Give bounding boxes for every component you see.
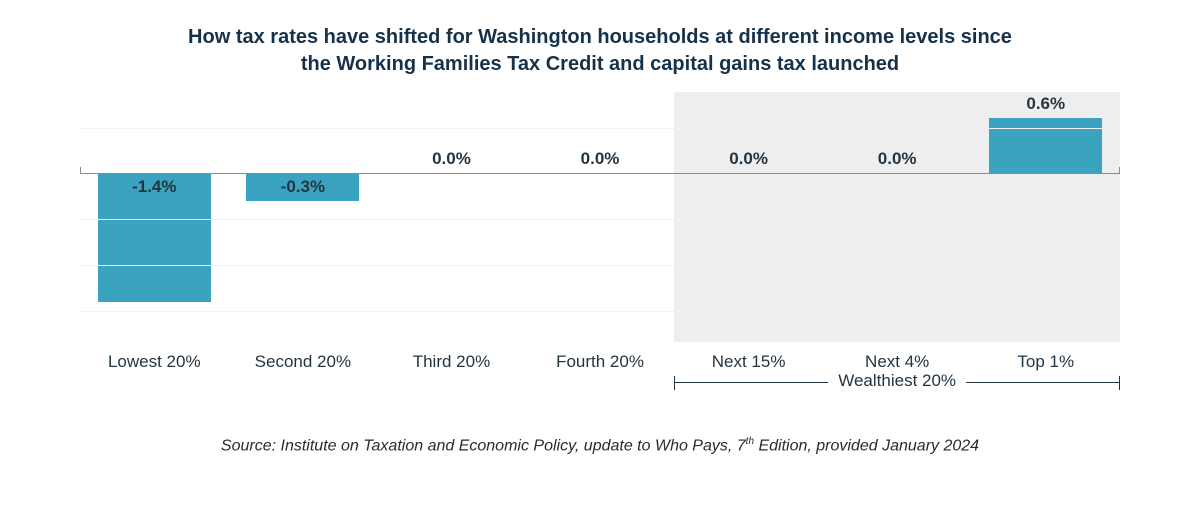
bar-value-label: 0.0% bbox=[674, 149, 823, 169]
x-axis-label: Top 1% bbox=[971, 352, 1120, 372]
plot-area: -1.4%-0.3%0.0%0.0%0.0%0.0%0.6% bbox=[80, 100, 1120, 320]
bar-value-label: -1.4% bbox=[80, 177, 229, 197]
bar-slot: 0.0% bbox=[823, 100, 972, 320]
source-sup: th bbox=[746, 436, 754, 447]
gridline bbox=[80, 219, 1120, 220]
source-prefix: Source: Institute on Taxation and Econom… bbox=[221, 437, 746, 454]
zero-tick-right bbox=[1119, 167, 1120, 173]
zero-tick-left bbox=[80, 167, 81, 173]
bar-value-label: -0.3% bbox=[229, 177, 378, 197]
bars-container: -1.4%-0.3%0.0%0.0%0.0%0.0%0.6% bbox=[80, 100, 1120, 320]
bar-slot: 0.0% bbox=[674, 100, 823, 320]
zero-line bbox=[80, 173, 1120, 174]
chart-title-line2: the Working Families Tax Credit and capi… bbox=[100, 51, 1100, 78]
chart-title-line1: How tax rates have shifted for Washingto… bbox=[100, 24, 1100, 51]
bar-value-label: 0.0% bbox=[526, 149, 675, 169]
x-axis-label: Third 20% bbox=[377, 352, 526, 372]
bar-value-label: 0.0% bbox=[377, 149, 526, 169]
bar-slot: 0.6% bbox=[971, 100, 1120, 320]
x-axis-label: Next 4% bbox=[823, 352, 972, 372]
gridline bbox=[80, 311, 1120, 312]
wealthiest-bracket-label: Wealthiest 20% bbox=[828, 371, 966, 391]
source-suffix: Edition, provided January 2024 bbox=[754, 437, 979, 454]
x-axis-label: Second 20% bbox=[229, 352, 378, 372]
x-axis-label: Lowest 20% bbox=[80, 352, 229, 372]
source-text: Source: Institute on Taxation and Econom… bbox=[40, 436, 1160, 455]
x-axis-label: Next 15% bbox=[674, 352, 823, 372]
bracket-wrap: Wealthiest 20% bbox=[80, 382, 1120, 412]
page: How tax rates have shifted for Washingto… bbox=[0, 0, 1200, 515]
x-axis-label: Fourth 20% bbox=[526, 352, 675, 372]
bar-value-label: 0.0% bbox=[823, 149, 972, 169]
bar-value-label: 0.6% bbox=[971, 94, 1120, 114]
bar-slot: 0.0% bbox=[377, 100, 526, 320]
chart-area: -1.4%-0.3%0.0%0.0%0.0%0.0%0.6% bbox=[80, 92, 1120, 342]
bar-slot: -0.3% bbox=[229, 100, 378, 320]
gridline bbox=[80, 265, 1120, 266]
x-axis: Lowest 20%Second 20%Third 20%Fourth 20%N… bbox=[80, 342, 1120, 372]
chart-title: How tax rates have shifted for Washingto… bbox=[40, 24, 1160, 92]
bar-slot: -1.4% bbox=[80, 100, 229, 320]
gridline bbox=[80, 128, 1120, 129]
bar-slot: 0.0% bbox=[526, 100, 675, 320]
